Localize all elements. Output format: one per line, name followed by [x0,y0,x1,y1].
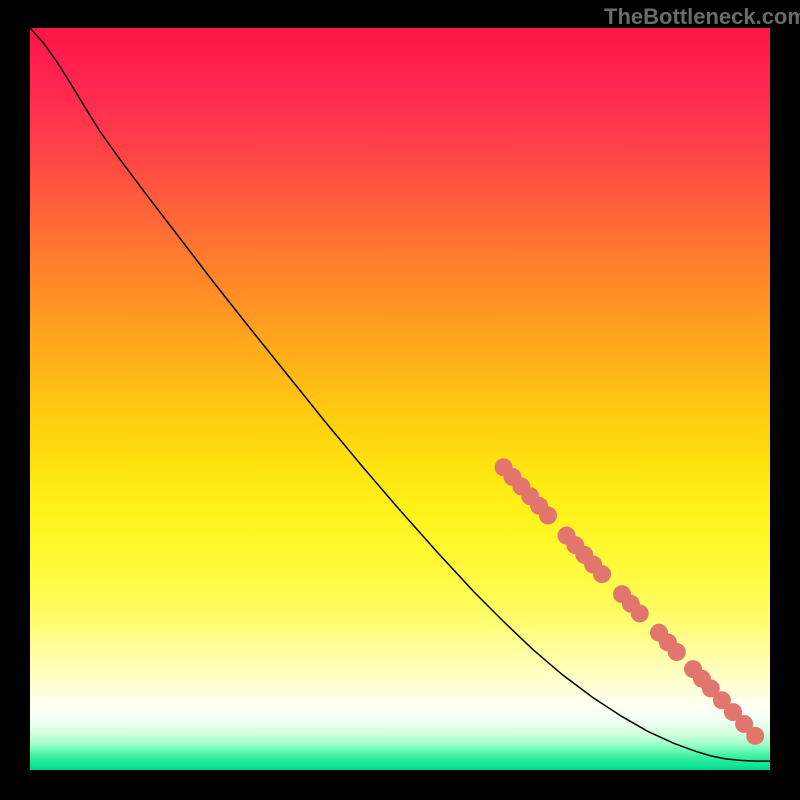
data-marker [631,604,649,622]
gradient-background [30,28,770,770]
chart-plot-area [30,28,770,770]
data-marker [539,506,557,524]
data-marker [593,565,611,583]
data-marker [746,727,764,745]
chart-svg [30,28,770,770]
watermark-text: TheBottleneck.com [604,4,800,30]
data-marker [668,643,686,661]
